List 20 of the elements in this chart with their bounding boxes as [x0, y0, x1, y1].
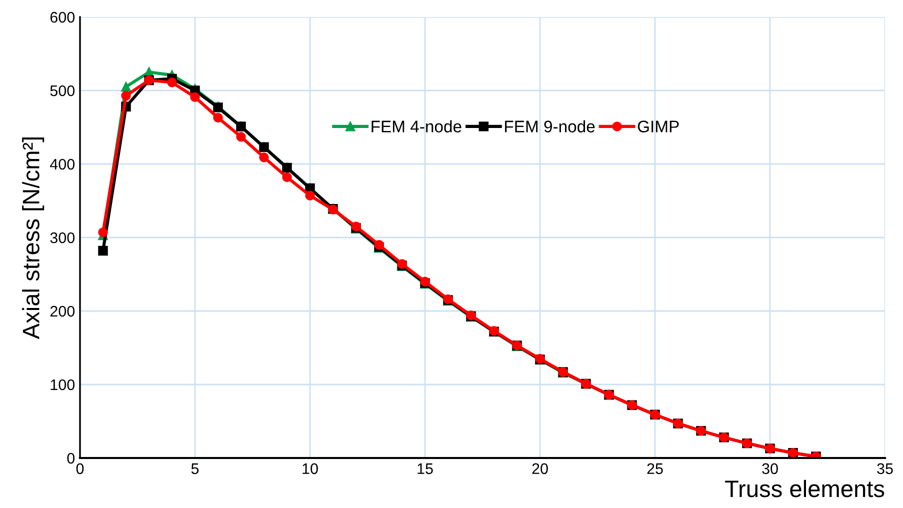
- x-tick-label: 30: [762, 463, 778, 474]
- legend-label: FEM 4-node: [372, 120, 462, 132]
- x-axis-title: Truss elements: [725, 480, 884, 498]
- legend-label: GIMP: [638, 120, 679, 132]
- y-axis-title: Axial stress [N/cm²]: [22, 138, 44, 340]
- y-tick-label: 100: [50, 379, 75, 390]
- y-tick-label: 400: [50, 158, 75, 170]
- y-tick-label: 0: [67, 452, 75, 464]
- y-tick-label: 300: [50, 232, 75, 244]
- x-tick-label: 20: [532, 463, 548, 474]
- x-tick-label: 15: [418, 463, 433, 474]
- x-tick-label: 25: [647, 463, 663, 474]
- y-tick-label: 500: [50, 85, 75, 96]
- y-tick-label: 600: [50, 12, 75, 23]
- x-tick-label: 5: [191, 463, 199, 474]
- y-tick-label: 200: [50, 306, 75, 317]
- x-tick-label: 35: [877, 463, 893, 474]
- x-tick-label: 10: [302, 463, 318, 474]
- x-tick-label: 0: [76, 463, 84, 474]
- legend-label: FEM 9-node: [505, 120, 595, 132]
